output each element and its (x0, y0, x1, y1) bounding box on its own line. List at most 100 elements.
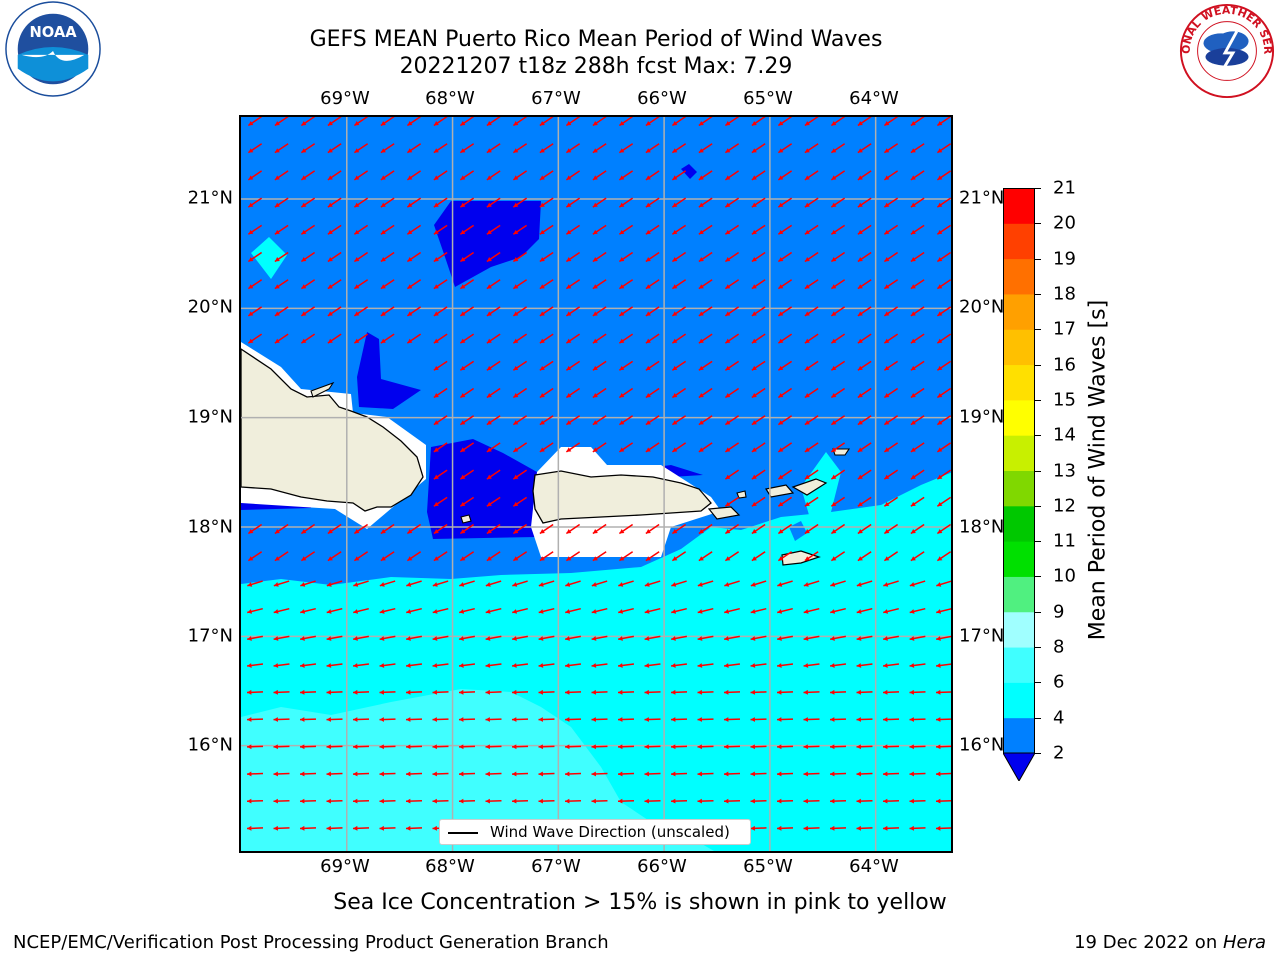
wind-wave-arrow (670, 689, 688, 695)
wind-wave-arrow (909, 798, 926, 804)
wind-wave-arrow (697, 580, 714, 587)
wind-wave-arrow (830, 197, 846, 208)
wind-wave-arrow (830, 469, 846, 480)
wind-wave-arrow (909, 607, 926, 614)
wind-wave-arrow (591, 744, 608, 750)
credit-date: 19 Dec 2022 on Hera (1074, 932, 1266, 953)
wind-wave-arrow (776, 635, 794, 641)
wind-wave-arrow (804, 306, 819, 317)
wind-wave-arrow (300, 580, 316, 587)
wind-wave-arrow (486, 415, 501, 426)
wind-wave-arrow (592, 551, 607, 562)
wind-wave-arrow (485, 607, 502, 614)
wind-wave-arrow (857, 306, 872, 317)
wind-wave-arrow (246, 635, 264, 641)
wind-wave-arrow (511, 798, 529, 804)
wind-wave-arrow (299, 771, 317, 777)
wind-wave-arrow (856, 798, 873, 804)
colorbar-tick-label: 8 (1053, 636, 1065, 658)
wind-wave-arrow (538, 607, 555, 614)
wind-wave-arrow (485, 689, 502, 695)
wind-wave-arrow (299, 717, 317, 722)
wind-wave-arrow (830, 251, 846, 263)
wind-wave-arrow (751, 170, 766, 181)
land-st-croix (781, 550, 821, 566)
ocean-short-period (357, 332, 421, 409)
wind-wave-arrow (512, 442, 528, 453)
wind-wave-arrow (326, 717, 343, 722)
lat-tick-left: 16°N (187, 734, 233, 756)
wind-wave-arrow (776, 744, 794, 750)
wind-wave-arrow (246, 771, 264, 777)
wind-wave-arrow (485, 798, 502, 804)
wind-wave-arrow (698, 224, 713, 235)
wind-wave-arrow (538, 580, 555, 587)
ocean-light-cyan-zone (241, 689, 715, 851)
wind-wave-arrow (433, 251, 448, 263)
wind-wave-arrow (353, 224, 369, 235)
wind-wave-arrow (882, 717, 900, 722)
wind-wave-arrow (776, 798, 794, 804)
wind-wave-arrow (433, 523, 448, 535)
wind-wave-arrow (486, 279, 501, 290)
wind-wave-arrow (565, 224, 581, 235)
wind-wave-arrow (406, 333, 422, 344)
wind-wave-arrow (698, 442, 713, 453)
wind-wave-arrow (486, 197, 501, 208)
wind-wave-arrow (936, 360, 951, 371)
wind-wave-arrow (246, 717, 264, 722)
colorbar-tick-label: 13 (1053, 460, 1076, 481)
wind-wave-arrow (777, 117, 793, 127)
wind-wave-arrow (644, 744, 661, 750)
wind-wave-arrow (857, 360, 872, 371)
wind-wave-arrow (406, 143, 422, 154)
wind-wave-arrow (380, 551, 395, 562)
wind-wave-arrow (777, 415, 793, 426)
wind-wave-arrow (433, 415, 448, 426)
wind-wave-arrow (909, 771, 926, 777)
wind-wave-arrow (432, 798, 449, 804)
wind-wave-arrow (671, 387, 687, 399)
colorbar-tick-label: 6 (1053, 671, 1065, 693)
wind-wave-arrow (406, 580, 422, 587)
wind-wave-arrow (724, 496, 740, 507)
wind-wave-arrow (380, 117, 395, 127)
wind-wave-arrow (645, 170, 660, 181)
wind-wave-arrow (777, 306, 793, 317)
wind-wave-arrow (751, 415, 766, 426)
wind-wave-arrow (750, 744, 767, 750)
wind-wave-arrow (406, 170, 422, 181)
colorbar-tick-mark (1035, 399, 1041, 401)
colorbar-segment (1003, 682, 1035, 719)
wind-wave-arrow (246, 744, 264, 750)
wind-wave-arrow (723, 798, 741, 804)
colorbar-segment (1003, 576, 1035, 613)
wind-wave-arrow (830, 117, 846, 127)
wind-wave-arrow (936, 306, 951, 317)
wind-wave-arrow (273, 663, 290, 668)
wind-wave-arrow (406, 523, 422, 535)
colorbar-segment (1003, 188, 1035, 224)
wind-wave-arrow (459, 224, 475, 235)
wind-wave-arrow (803, 689, 820, 695)
wind-wave-arrow (645, 306, 660, 317)
wind-wave-arrow (750, 771, 767, 777)
wind-wave-arrow (803, 798, 820, 804)
wind-wave-arrow (829, 663, 847, 668)
wind-wave-arrow (538, 771, 555, 777)
wind-wave-arrow (830, 607, 846, 614)
wind-wave-arrow (883, 197, 899, 208)
wind-wave-arrow (910, 333, 925, 344)
wind-wave-arrow (857, 469, 872, 480)
wind-wave-arrow (618, 442, 634, 453)
wind-wave-arrow (697, 663, 714, 668)
wind-wave-arrow (512, 279, 528, 290)
wind-wave-arrow (353, 333, 369, 344)
land-islet (736, 490, 747, 499)
colorbar-tick-label: 2 (1053, 742, 1065, 764)
wind-wave-arrow (433, 360, 448, 371)
wind-wave-arrow (724, 333, 740, 344)
wind-wave-arrow (591, 798, 608, 804)
wind-wave-arrow (697, 717, 714, 722)
wind-wave-arrow (645, 360, 660, 371)
